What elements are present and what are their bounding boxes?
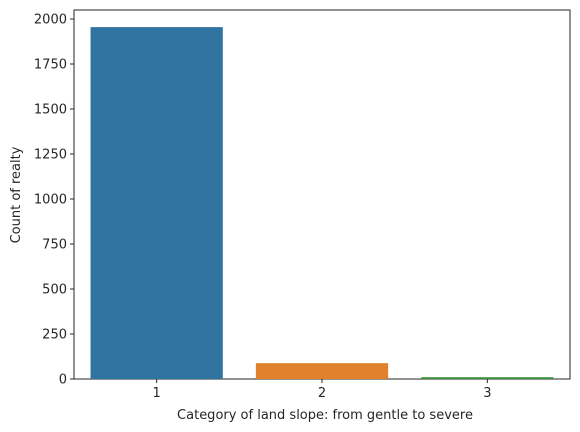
y-tick-label: 250 — [42, 328, 67, 343]
y-tick-label: 500 — [42, 283, 67, 298]
y-tick-label: 1750 — [34, 58, 67, 73]
x-axis-label: Category of land slope: from gentle to s… — [177, 408, 473, 423]
y-tick-label: 1500 — [34, 103, 67, 118]
y-axis: 0 250 500 750 1000 1250 1500 1750 2000 — [34, 13, 74, 388]
y-tick-label: 0 — [59, 373, 67, 388]
bar-2 — [255, 363, 389, 379]
y-tick-label: 2000 — [34, 13, 67, 28]
bars — [90, 27, 554, 379]
x-tick-label: 2 — [318, 386, 326, 401]
y-axis-label: Count of realty — [9, 146, 24, 243]
bar-1 — [90, 27, 223, 379]
x-tick-label: 3 — [483, 386, 491, 401]
x-axis: 1 2 3 — [153, 379, 491, 401]
y-tick-label: 750 — [42, 238, 67, 253]
y-tick-label: 1250 — [34, 148, 67, 163]
y-tick-label: 1000 — [34, 193, 67, 208]
bar-3 — [421, 377, 554, 379]
x-tick-label: 1 — [153, 386, 161, 401]
